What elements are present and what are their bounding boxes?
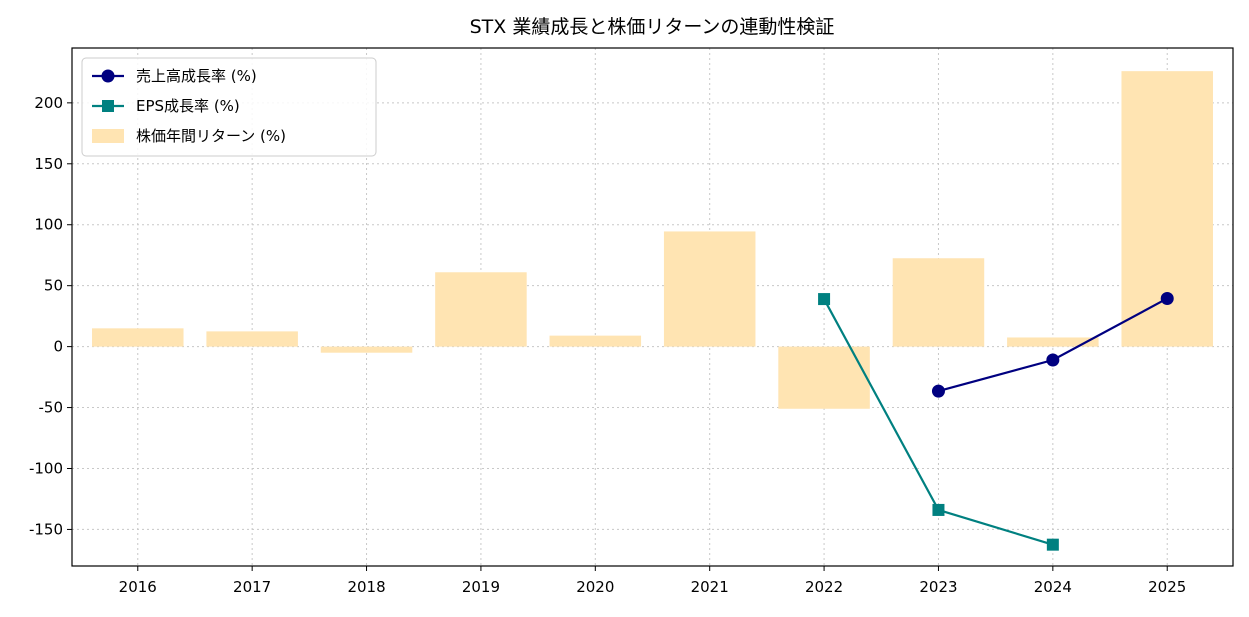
axis-ticks: -150 -100 -50 0 50 100 150 200 2016 2017 2018 2019 2… <box>29 94 1186 596</box>
return-bar-2019 <box>435 272 527 347</box>
y-tick-label: -50 <box>39 399 64 417</box>
return-bar-2016 <box>92 328 184 347</box>
return-bar-2020 <box>549 335 642 347</box>
y-tick-label: -150 <box>29 520 63 538</box>
return-bar-2024 <box>1007 337 1099 347</box>
x-tick-label: 2025 <box>1148 578 1186 596</box>
y-tick-label: 100 <box>34 216 63 234</box>
x-tick-label: 2020 <box>576 578 614 596</box>
legend: 売上高成長率 (%) EPS成長率 (%) 株価年間リターン (%) <box>81 57 377 157</box>
return-bars <box>92 71 1213 409</box>
legend-label: 株価年間リターン (%) <box>136 127 286 145</box>
x-tick-label: 2024 <box>1034 578 1072 596</box>
x-tick-label: 2018 <box>347 578 385 596</box>
return-bar-2018 <box>320 346 413 353</box>
grid-lines <box>72 48 1233 566</box>
legend-label: 売上高成長率 (%) <box>136 67 257 85</box>
series-1-point-2024 <box>1046 538 1059 551</box>
legend-square-marker <box>102 100 114 112</box>
y-tick-label: 0 <box>53 338 63 356</box>
x-tick-label: 2019 <box>462 578 500 596</box>
series-0-point-2025 <box>1160 291 1174 305</box>
x-tick-label: 2022 <box>805 578 843 596</box>
series-0-point-2024 <box>1046 353 1060 367</box>
x-tick-label: 2023 <box>919 578 957 596</box>
legend-label: EPS成長率 (%) <box>136 97 240 115</box>
return-bar-2017 <box>206 331 298 347</box>
legend-bar-swatch <box>92 129 124 143</box>
return-bar-2025 <box>1121 71 1213 347</box>
return-bar-2021 <box>663 231 756 347</box>
plot-frame <box>71 47 1234 567</box>
return-bar-2023 <box>892 258 985 347</box>
y-tick-label: 200 <box>34 94 63 112</box>
x-tick-label: 2016 <box>119 578 157 596</box>
legend-circle-marker <box>101 69 115 83</box>
series-1-point-2023 <box>932 503 945 516</box>
series-0-point-2023 <box>931 384 945 398</box>
x-tick-label: 2017 <box>233 578 271 596</box>
x-tick-label: 2021 <box>691 578 729 596</box>
growth-lines <box>818 291 1174 551</box>
chart-title: STX 業績成長と株価リターンの連動性検証 <box>470 16 835 38</box>
y-tick-label: 150 <box>34 155 63 173</box>
legend-box <box>81 57 377 157</box>
y-tick-label: -100 <box>29 459 63 477</box>
y-tick-label: 50 <box>44 277 63 295</box>
series-1-point-2022 <box>818 293 831 306</box>
